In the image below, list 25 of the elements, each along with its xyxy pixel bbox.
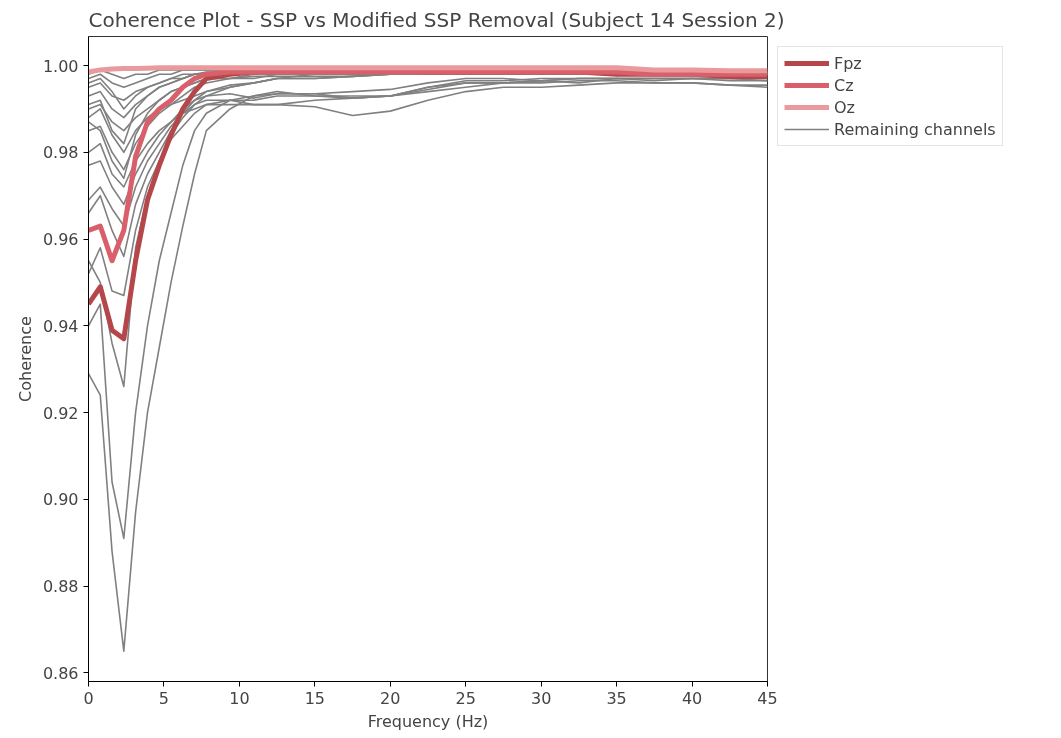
y-axis-title: Coherence [15, 316, 35, 402]
y-tick-label: 0.90 [42, 490, 79, 510]
y-tick-label: 1.00 [42, 56, 79, 76]
legend-label: Cz [834, 75, 854, 95]
y-tick-label: 0.88 [42, 577, 79, 597]
x-tick-label: 15 [304, 688, 326, 708]
x-tick-label: 40 [681, 688, 703, 708]
x-tick-label: 0 [83, 688, 94, 708]
x-tick-label: 45 [757, 688, 778, 708]
y-tick-label: 0.92 [42, 403, 79, 423]
x-tick-label: 25 [455, 688, 476, 708]
y-tick-label: 0.86 [42, 663, 79, 683]
x-tick-label: 30 [530, 688, 552, 708]
x-axis-title: Frequency (Hz) [367, 711, 489, 731]
legend-label: Remaining channels [834, 119, 996, 139]
legend-label: Oz [834, 97, 855, 117]
chart-title: Coherence Plot - SSP vs Modified SSP Removal (Subject 14 Session 2) [88, 7, 785, 32]
x-tick-label: 35 [606, 688, 627, 708]
x-tick-label: 10 [229, 688, 250, 708]
y-tick-label: 0.94 [42, 316, 79, 336]
x-tick-label: 20 [380, 688, 401, 708]
y-tick-label: 0.98 [42, 143, 79, 163]
legend-label: Fpz [834, 53, 862, 73]
y-tick-label: 0.96 [42, 230, 79, 250]
x-tick-label: 5 [158, 688, 170, 708]
